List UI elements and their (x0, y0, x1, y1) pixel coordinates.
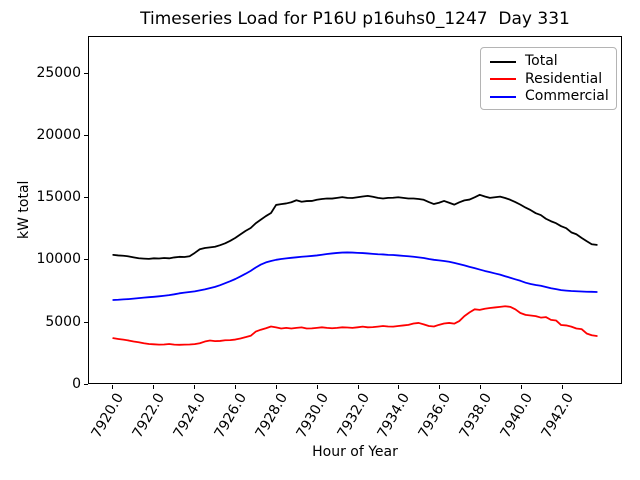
legend-item-total: Total (490, 53, 608, 70)
legend-label-commercial: Commercial (525, 88, 609, 104)
x-axis-label: Hour of Year (312, 444, 398, 460)
legend-label-residential: Residential (525, 70, 603, 87)
y-axis-label: kW total (16, 180, 32, 240)
series-line-commercial (112, 251, 598, 301)
xtick-mark (153, 385, 155, 389)
legend-item-commercial: Commercial (490, 88, 609, 105)
ytick-label: 0 (72, 376, 81, 392)
xtick-mark (316, 385, 318, 389)
xtick-mark (398, 385, 400, 389)
ytick-mark (84, 321, 88, 323)
ytick-label: 10000 (36, 251, 81, 268)
residential-line-swatch (490, 78, 516, 80)
ytick-label: 25000 (36, 64, 81, 81)
legend-label-total: Total (525, 53, 558, 69)
xtick-mark (439, 385, 441, 389)
chart-title: Timeseries Load for P16U p16uhs0_1247 Da… (140, 9, 570, 29)
ytick-label: 5000 (45, 313, 81, 330)
ytick-mark (84, 384, 88, 385)
commercial-line-swatch (490, 95, 516, 98)
legend: Total Residential Commercial (480, 47, 617, 110)
xtick-mark (194, 385, 196, 389)
ytick-label: 15000 (36, 189, 81, 206)
ytick-mark (84, 197, 88, 199)
xtick-mark (521, 385, 523, 389)
total-line-swatch (490, 60, 516, 63)
xtick-mark (561, 385, 563, 389)
line-chart (112, 193, 598, 346)
series-line-total (112, 193, 598, 260)
xtick-mark (112, 385, 114, 389)
xtick-mark (234, 385, 236, 389)
xtick-mark (357, 385, 359, 389)
xtick-mark (275, 385, 277, 389)
legend-item-residential: Residential (490, 71, 608, 88)
xtick-mark (480, 385, 482, 389)
ytick-mark (84, 259, 88, 261)
ytick-label: 20000 (36, 126, 81, 143)
series-line-residential (112, 305, 598, 346)
ytick-mark (84, 134, 88, 136)
ytick-mark (84, 72, 88, 74)
